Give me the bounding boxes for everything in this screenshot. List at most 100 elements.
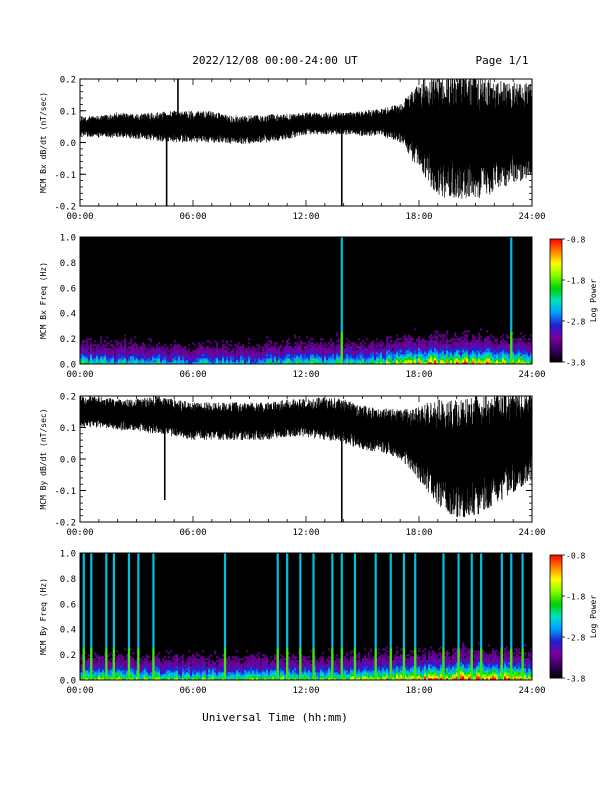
spectrogram-cell: [358, 348, 361, 351]
spectrogram-cell: [88, 354, 91, 357]
spectrogram-cell: [288, 674, 291, 677]
spectrogram-cell: [132, 676, 135, 679]
x-tick-label: 00:00: [66, 686, 93, 696]
spectrogram-cell: [324, 356, 327, 359]
spectrogram-cell: [338, 348, 341, 351]
spectrogram-cell: [330, 350, 333, 353]
spectrogram-cell: [126, 350, 129, 353]
colorbar-segment: [550, 343, 562, 346]
spectrogram-cell: [224, 344, 227, 347]
spectrogram-cell: [96, 666, 99, 669]
spectrogram-cell: [290, 670, 293, 673]
spectrogram-cell: [354, 362, 357, 364]
spectrogram-cell: [104, 670, 107, 673]
spectrogram-cell: [324, 662, 327, 665]
spectrogram-cell: [434, 356, 437, 359]
spectrogram-cell: [232, 358, 235, 361]
spectrogram-cell: [382, 344, 385, 347]
spectrogram-cell: [170, 650, 173, 653]
spectrogram-cell: [442, 346, 445, 349]
panels: 0.20.10.0-0.1-0.200:00 06:00 12:00 18:00 24:…: [39, 76, 598, 697]
spectrogram-cell: [336, 670, 339, 673]
spectrogram-cell: [466, 338, 469, 341]
spectrogram-cell: [254, 658, 257, 661]
spectrogram-cell: [364, 656, 367, 659]
spectrogram-cell: [260, 358, 263, 361]
spectrogram-cell: [90, 342, 93, 345]
spectrogram-cell: [448, 350, 451, 353]
spectrogram-cell: [316, 346, 319, 349]
spectrogram-cell: [324, 674, 327, 677]
spectrogram-cell: [494, 356, 497, 359]
spectrogram-cell: [436, 336, 439, 339]
spectrogram-cell: [514, 344, 517, 347]
spectrogram-cell: [462, 344, 465, 347]
spectrogram-cell: [94, 668, 97, 671]
spectrogram-cell: [304, 666, 307, 669]
spectrogram-cell: [156, 358, 159, 361]
spectrogram-cell: [512, 352, 515, 355]
spectrogram-cell: [526, 348, 529, 351]
colorbar-segment: [550, 253, 562, 256]
spectrogram-cell: [266, 664, 269, 667]
spectrogram-cell: [124, 670, 127, 673]
spectrogram-cell: [204, 676, 207, 679]
spectrogram-cell: [226, 348, 229, 351]
spectrogram-cell: [262, 668, 265, 671]
spectrogram-cell: [254, 356, 257, 359]
spectrogram-cell: [228, 348, 231, 351]
spectrogram-cell: [496, 346, 499, 349]
spectrogram-cell: [348, 666, 351, 669]
spectrogram-cell: [182, 358, 185, 361]
spectrogram-cell: [454, 342, 457, 345]
spectrogram-cell: [124, 664, 127, 667]
spectrogram-cell: [262, 658, 265, 661]
spectrogram-cell: [524, 358, 527, 361]
spectrogram-cell: [466, 342, 469, 345]
spectrogram-cell: [322, 660, 325, 663]
spectrogram-cell: [126, 354, 129, 357]
spectrogram-cell: [198, 352, 201, 355]
spectrogram-cell: [442, 350, 445, 353]
spectrogram-cell: [456, 336, 459, 339]
spectrogram-cell: [350, 358, 353, 361]
spectrogram-cell: [218, 350, 221, 353]
spectrogram-cell: [460, 338, 463, 341]
spectrogram-cell: [192, 654, 195, 657]
spectrogram-cell: [502, 346, 505, 349]
spectrogram-cell: [412, 358, 415, 361]
spectrogram-cell: [498, 350, 501, 353]
spectrogram-cell: [212, 662, 215, 665]
spectrogram-cell: [432, 350, 435, 353]
spectrogram-cell: [220, 354, 223, 357]
spectrogram-cell: [232, 672, 235, 675]
spectrogram-cell: [502, 338, 505, 341]
colorbar-segment: [550, 302, 562, 305]
spectrogram-cell: [370, 348, 373, 351]
spectrogram-cell: [400, 664, 403, 667]
spectrogram-cell: [458, 342, 461, 345]
spectrogram-cell: [216, 362, 219, 364]
spectrogram-cell: [196, 354, 199, 357]
spectrogram-cell: [462, 350, 465, 353]
spectrogram-cell: [338, 672, 341, 675]
spectrogram-cell: [518, 344, 521, 347]
spectrogram-cell: [132, 670, 135, 673]
spectrogram-cell: [506, 352, 509, 355]
spectrogram-cell: [330, 676, 333, 679]
colorbar-segment: [550, 310, 562, 314]
spectrogram-cell: [464, 350, 467, 353]
spectrogram-cell: [118, 654, 121, 657]
spectrogram-cell: [84, 670, 87, 673]
spectrogram-cell: [146, 654, 149, 657]
spectrogram-cell: [130, 672, 133, 675]
spectrogram-cell: [94, 670, 97, 673]
spectrogram-cell: [320, 362, 323, 364]
spectrogram-cell: [150, 664, 153, 667]
spectrogram-cell: [82, 354, 85, 357]
spectrogram-cell: [382, 358, 385, 361]
spectrogram-cell: [342, 670, 345, 673]
spectrogram-cell: [522, 340, 525, 343]
spectrogram-cell: [444, 344, 447, 347]
